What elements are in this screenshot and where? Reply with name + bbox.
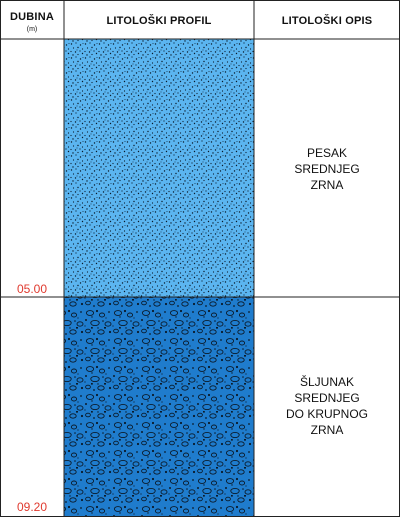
layer-2-description-line: ŠLJUNAK — [300, 374, 354, 389]
layer-1-pattern — [64, 39, 254, 297]
depth-column-header: DUBINA — [10, 11, 54, 23]
layer-1-description-line: PESAK — [307, 146, 347, 160]
layer-1-depth: 05.00 — [17, 282, 47, 296]
description-column-header: LITOLOŠKI OPIS — [282, 14, 373, 27]
layer-1-description-line: ZRNA — [311, 178, 344, 192]
layer-2-description-line: ZRNA — [311, 423, 344, 437]
layer-2-description-line: DO KRUPNOG — [286, 407, 368, 421]
layer-1-description-line: SREDNJEG — [294, 162, 359, 176]
profile-column-header: LITOLOŠKI PROFIL — [106, 14, 211, 27]
depth-unit-label: (m) — [27, 26, 38, 33]
layer-2-description-line: SREDNJEG — [294, 391, 359, 405]
layer-2-pattern — [64, 297, 254, 516]
layer-2-depth: 09.20 — [17, 500, 47, 514]
